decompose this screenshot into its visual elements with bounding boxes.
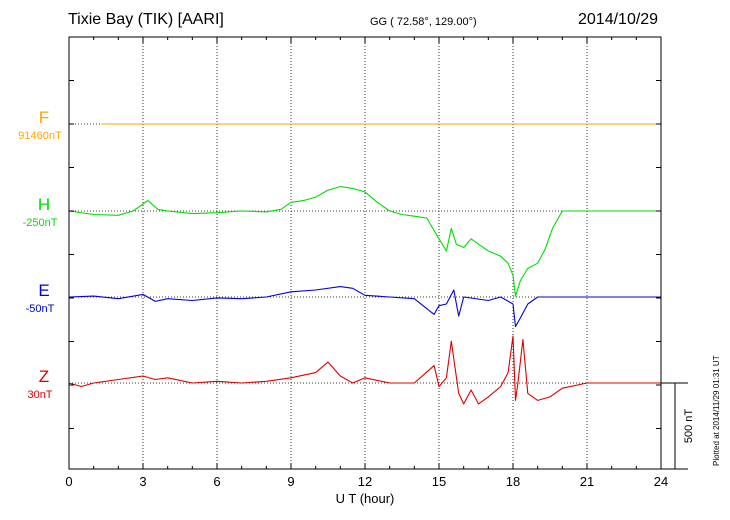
series-h-baseline: -250nT: [23, 217, 58, 229]
series-z-name: Z: [39, 367, 49, 386]
series-z-baseline: 30nT: [27, 389, 52, 401]
plotted-timestamp: Plotted at 2014/11/29 01:31 UT: [712, 355, 721, 466]
x-tick-label: 6: [213, 474, 220, 489]
axes: 0 3 6 9 12 15 18 21 24 U T (hour): [65, 36, 668, 506]
station-title: Tixie Bay (TIK) [AARI]: [68, 11, 224, 28]
x-tick-label: 3: [139, 474, 146, 489]
scale-bar: 500 nT: [661, 382, 695, 470]
plot-date: 2014/10/29: [578, 11, 659, 28]
series-e-baseline: -50nT: [26, 303, 55, 315]
series-labels: F 91460nT H -250nT E -50nT Z 30nT: [18, 108, 62, 401]
x-tick-label: 15: [432, 474, 446, 489]
x-tick-label: 9: [287, 474, 294, 489]
scale-bar-label: 500 nT: [683, 409, 695, 444]
x-tick-label: 24: [654, 474, 668, 489]
x-tick-label: 18: [506, 474, 520, 489]
series-group: [68, 123, 661, 405]
x-axis-label: U T (hour): [336, 491, 395, 506]
x-tick-label: 21: [580, 474, 594, 489]
x-tick-label: 0: [65, 474, 72, 489]
series-z-line: [68, 335, 661, 405]
x-tick-label: 12: [358, 474, 372, 489]
series-h-line: [68, 186, 661, 297]
series-e-name: E: [38, 281, 49, 300]
grid-lines: [69, 37, 661, 469]
series-f-name: F: [39, 108, 49, 127]
series-e-line: [68, 286, 661, 328]
station-coordinates: GG ( 72.58°, 129.00°): [370, 16, 477, 28]
series-h-name: H: [38, 195, 50, 214]
series-f-baseline: 91460nT: [18, 130, 62, 142]
